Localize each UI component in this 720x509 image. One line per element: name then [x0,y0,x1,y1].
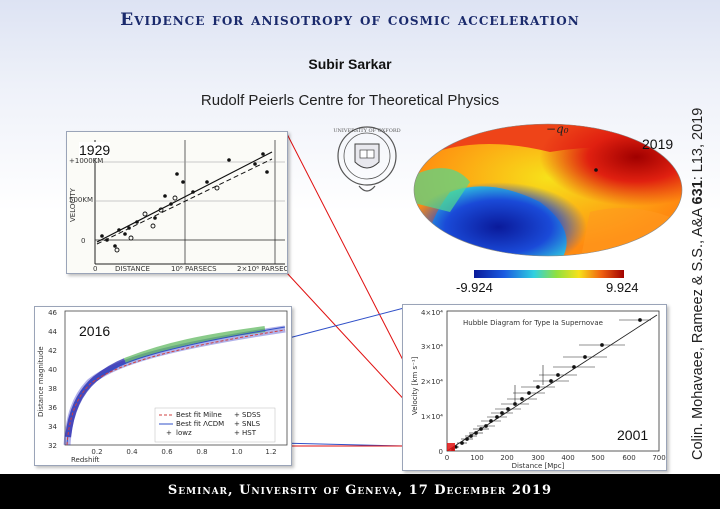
y-tick-32: 32 [48,442,57,450]
sn-hubble-diagram: Hubble Diagram for Type Ia Supernovae 0 … [411,309,666,470]
sn-y-tick-4e4: 4×10⁴ [421,309,443,317]
svg-text:+: + [234,429,240,437]
year-label-1929: 1929 [79,142,111,158]
colorbar-max-label: 9.924 [606,280,639,294]
hubble-2016-panel: 46 44 42 40 38 36 34 32 Distance magnitu… [34,306,292,466]
y-tick-38: 38 [48,385,57,393]
x-tick-2e6: 2×10⁶ PARSECS [237,265,287,273]
sn-x-tick-300: 300 [531,454,544,462]
x-tick-1e6: 10⁶ PARSECS [171,265,217,273]
y-tick-44: 44 [48,328,57,336]
svg-text:+: + [234,420,240,428]
legend-lcdm: Best fit ΛCDM [176,420,224,428]
x-tick-0.8: 0.8 [196,448,207,456]
legend-milne: Best fit Milne [176,411,222,419]
sn-distance-label: Distance [Mpc] [512,462,565,470]
y-tick-40: 40 [48,366,57,374]
hubble-2001-panel: Hubble Diagram for Type Ia Supernovae 0 … [402,304,667,471]
footer-text: Seminar, University of Geneva, 17 Decemb… [167,483,553,498]
sn-y-tick-2e4: 2×10⁴ [421,378,443,386]
y-tick-34: 34 [48,423,57,431]
y-tick-1000: +1000KM [69,157,103,165]
distance-magnitude-label: Distance magnitude [37,346,45,417]
x-tick-1.2: 1.2 [265,448,276,456]
legend-snls: SNLS [242,420,261,428]
sn-x-tick-600: 600 [622,454,635,462]
x-tick-1.0: 1.0 [231,448,242,456]
sn-plot-title: Hubble Diagram for Type Ia Supernovae [463,319,603,327]
colorbar-min-label: -9.924 [456,280,493,294]
sn-y-tick-3e4: 3×10⁴ [421,343,443,351]
skymap-2019-panel: −q₀ 2019 -9.924 9.924 [410,122,686,294]
sn-y-tick-0: 0 [439,448,443,456]
sn-x-tick-100: 100 [470,454,483,462]
y-tick-0: 0 [81,237,85,245]
legend-lowz: lowz [176,429,192,437]
x-tick-0.6: 0.6 [161,448,173,456]
author-name: Subir Sarkar [308,56,392,72]
sn-x-tick-0: 0 [445,454,449,462]
sn-y-tick-1e4: 1×10⁴ [421,413,443,421]
oxford-crest: UNIVERSITY OF OXFORD [333,126,401,192]
sn-x-tick-500: 500 [591,454,604,462]
redshift-label: Redshift [71,456,100,464]
year-label-2019: 2019 [642,136,674,152]
sn-x-tick-200: 200 [500,454,513,462]
distance-modulus-plot: 46 44 42 40 38 36 34 32 Distance magnitu… [37,309,288,464]
y-tick-46: 46 [48,309,57,317]
legend-hst: HST [242,429,257,437]
legend-sdss: SDSS [242,411,261,419]
x-tick-0.4: 0.4 [126,448,138,456]
svg-text:+: + [234,411,240,419]
institute-name: Rudolf Peierls Centre for Theoretical Ph… [200,92,500,109]
sn-velocity-label: Velocity [km s⁻¹] [411,356,419,415]
sn-x-tick-700: 700 [652,454,665,462]
sn-x-tick-400: 400 [561,454,574,462]
year-label-2001: 2001 [617,427,649,443]
x-tick-0: 0 [93,265,97,273]
footer-bar: Seminar, University of Geneva, 17 Decemb… [0,474,720,509]
velocity-label: VELOCITY [69,187,77,222]
svg-text:+: + [166,429,172,437]
distance-label: DISTANCE [115,265,150,273]
skymap-mollweide [413,123,683,278]
x-tick-0.2: 0.2 [91,448,102,456]
y-tick-42: 42 [48,347,57,355]
y-tick-36: 36 [48,404,57,412]
qd-symbol: −q₀ [546,122,569,136]
svg-text:UNIVERSITY OF OXFORD: UNIVERSITY OF OXFORD [333,128,400,134]
y-tick-500: 500KM [69,196,93,204]
slide-title: Evidence for anisotropy of cosmic accele… [120,10,580,30]
hubble-1929-panel: +1000KM 500KM 0 VELOCITY 0 10⁶ PARSECS 2… [66,131,288,274]
year-label-2016: 2016 [79,323,111,339]
colorbar [474,270,624,278]
